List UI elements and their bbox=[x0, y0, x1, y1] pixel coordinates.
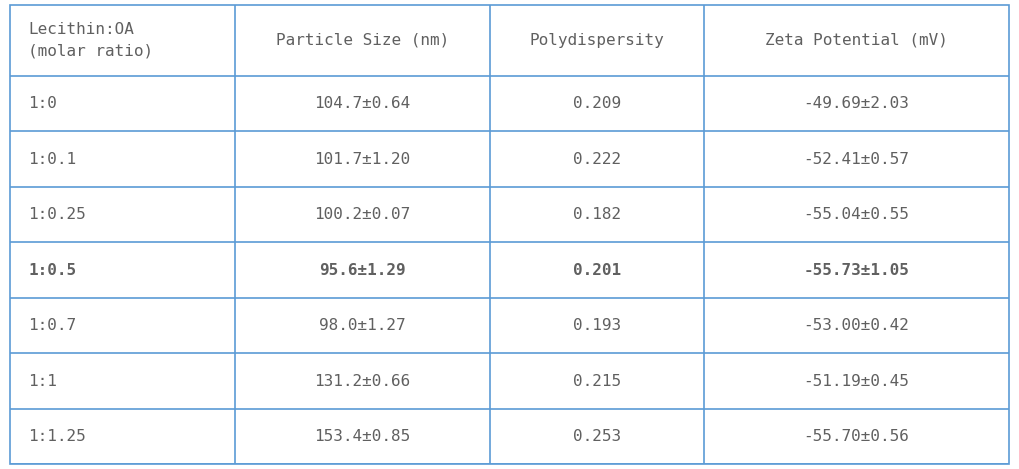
Text: Polydispersity: Polydispersity bbox=[530, 33, 664, 48]
Text: 0.182: 0.182 bbox=[573, 207, 621, 222]
Text: 1:1: 1:1 bbox=[29, 374, 57, 389]
Text: 131.2±0.66: 131.2±0.66 bbox=[314, 374, 411, 389]
Text: 1:0.7: 1:0.7 bbox=[29, 318, 76, 333]
Text: -51.19±0.45: -51.19±0.45 bbox=[804, 374, 910, 389]
Text: 0.209: 0.209 bbox=[573, 96, 621, 111]
Text: 104.7±0.64: 104.7±0.64 bbox=[314, 96, 411, 111]
Text: 0.201: 0.201 bbox=[573, 263, 621, 278]
Text: -55.70±0.56: -55.70±0.56 bbox=[804, 429, 910, 444]
Text: -53.00±0.42: -53.00±0.42 bbox=[804, 318, 910, 333]
Text: 100.2±0.07: 100.2±0.07 bbox=[314, 207, 411, 222]
Text: -55.04±0.55: -55.04±0.55 bbox=[804, 207, 910, 222]
Text: -55.73±1.05: -55.73±1.05 bbox=[804, 263, 910, 278]
Text: 1:0: 1:0 bbox=[29, 96, 57, 111]
Text: 0.215: 0.215 bbox=[573, 374, 621, 389]
Text: -49.69±2.03: -49.69±2.03 bbox=[804, 96, 910, 111]
Text: 98.0±1.27: 98.0±1.27 bbox=[319, 318, 406, 333]
Text: 153.4±0.85: 153.4±0.85 bbox=[314, 429, 411, 444]
Text: 1:0.1: 1:0.1 bbox=[29, 151, 76, 166]
Text: 0.253: 0.253 bbox=[573, 429, 621, 444]
Text: Lecithin:OA
(molar ratio): Lecithin:OA (molar ratio) bbox=[29, 23, 153, 58]
Text: 0.193: 0.193 bbox=[573, 318, 621, 333]
Text: 1:0.25: 1:0.25 bbox=[29, 207, 86, 222]
Text: Particle Size (nm): Particle Size (nm) bbox=[275, 33, 448, 48]
Text: 95.6±1.29: 95.6±1.29 bbox=[319, 263, 406, 278]
Text: -52.41±0.57: -52.41±0.57 bbox=[804, 151, 910, 166]
Text: 1:0.5: 1:0.5 bbox=[29, 263, 76, 278]
Text: 0.222: 0.222 bbox=[573, 151, 621, 166]
Text: 1:1.25: 1:1.25 bbox=[29, 429, 86, 444]
Text: Zeta Potential (mV): Zeta Potential (mV) bbox=[765, 33, 948, 48]
Text: 101.7±1.20: 101.7±1.20 bbox=[314, 151, 411, 166]
